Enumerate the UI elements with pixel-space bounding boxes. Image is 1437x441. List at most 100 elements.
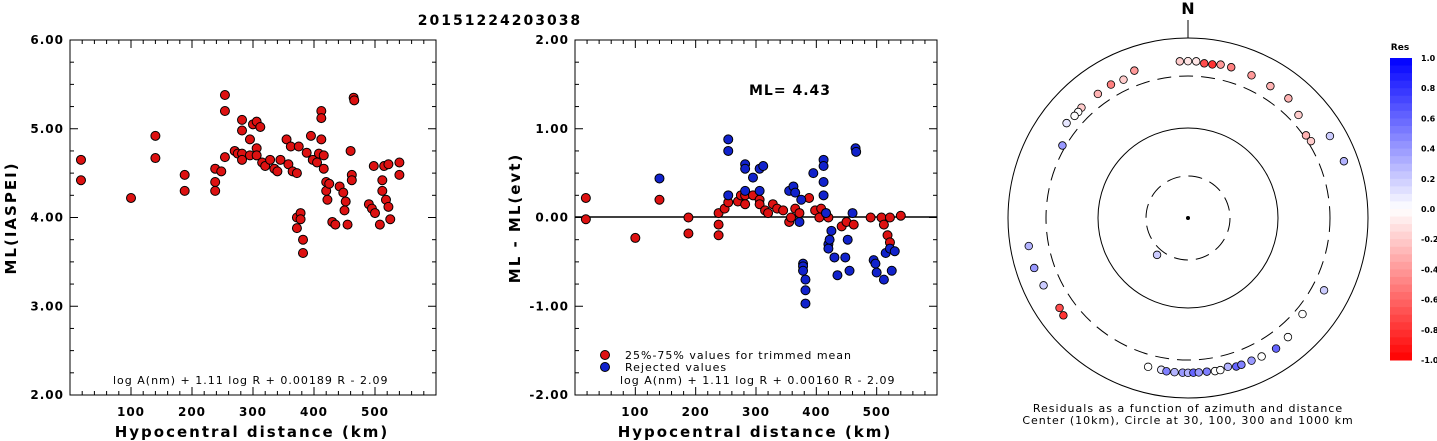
colorbar-tick-label: 0.0 (1421, 205, 1436, 214)
colorbar-tick-label: 0.6 (1421, 114, 1436, 123)
magnitude-point (237, 125, 248, 136)
colorbar-segment (1390, 344, 1412, 353)
residual-point-rejected (654, 173, 665, 184)
colorbar-segment (1390, 110, 1412, 119)
magnitude-point (75, 154, 86, 165)
panel2-ytick-label: -2.00 (529, 388, 569, 402)
colorbar-segment (1390, 133, 1412, 142)
magnitude-point (210, 185, 221, 196)
panel1: 2.00 3.00 4.00 5.00 6.00 100 200 300 400 500 ML(I… (2, 33, 437, 441)
colorbar-segment (1390, 269, 1412, 278)
residual-point-trimmed (865, 212, 876, 223)
magnitude-point (265, 154, 276, 165)
station-residual-point (1170, 368, 1179, 377)
magnitude-point (318, 163, 329, 174)
residual-point-rejected (840, 252, 851, 263)
magnitude-point (291, 223, 302, 234)
colorbar-tick-label: 0.4 (1421, 145, 1436, 154)
station-residual-point (1301, 131, 1311, 140)
station-residual-point (1266, 81, 1275, 91)
colorbar-segment (1390, 314, 1412, 323)
panel1-ylabel: ML(IASPEI) (2, 161, 20, 274)
residual-point-trimmed (794, 208, 805, 219)
magnitude-point (150, 153, 161, 164)
magnitude-point (339, 205, 350, 216)
colorbar-segment (1390, 193, 1412, 202)
panel2-xtick-label: 500 (863, 405, 891, 419)
residual-point-trimmed (848, 219, 859, 230)
residual-point-rejected (823, 243, 834, 254)
residual-point-trimmed (785, 212, 796, 223)
residual-point-rejected (820, 208, 831, 219)
colorbar-tick-label: 1.0 (1421, 54, 1436, 63)
panel1-ytick-label: 4.00 (30, 211, 64, 225)
residual-point-rejected (794, 216, 805, 227)
residual-point-rejected (723, 145, 734, 156)
station-residual-point (1202, 367, 1212, 376)
residual-point-trimmed (713, 230, 724, 241)
residual-point-rejected (889, 246, 900, 257)
station-residual-point (1298, 309, 1307, 319)
station-residual-point (1162, 367, 1171, 376)
ml-label: ML= 4.43 (749, 83, 831, 99)
magnitude-point (368, 161, 379, 172)
residual-point-rejected (740, 163, 751, 174)
magnitude-point (298, 234, 309, 245)
station-residual-point (1059, 311, 1068, 320)
colorbar-segment (1390, 322, 1412, 331)
residual-point-rejected (800, 298, 811, 309)
residual-point-rejected (870, 258, 881, 269)
station-residual-point (1294, 110, 1303, 120)
magnitude-point (345, 145, 356, 156)
magnitude-point (216, 166, 227, 177)
residual-point-rejected (824, 234, 835, 245)
residual-point-trimmed (878, 219, 889, 230)
caption-line2: Center (10km), Circle at 30, 100, 300 an… (1022, 414, 1353, 427)
panel2-xtick-label: 400 (802, 405, 830, 419)
residual-point-rejected (800, 274, 811, 285)
colorbar-segment (1390, 65, 1412, 74)
colorbar-segment (1390, 276, 1412, 285)
station-residual-point (1319, 286, 1329, 295)
magnitude-point (322, 194, 333, 205)
magnitude-point (291, 168, 302, 179)
magnitude-point (338, 187, 349, 198)
station-residual-point (1055, 303, 1064, 313)
colorbar-segment (1390, 231, 1412, 240)
residual-point-rejected (829, 252, 840, 263)
panel1-formula: log A(nm) + 1.11 log R + 0.00189 R - 2.0… (113, 374, 388, 387)
residual-point-trimmed (754, 199, 765, 210)
colorbar-segment (1390, 118, 1412, 127)
magnitude-point (295, 214, 306, 225)
station-residual-point (1106, 80, 1116, 89)
station-residual-point (1306, 136, 1316, 146)
panel2-ytick-label: 1.00 (535, 122, 569, 136)
colorbar-segment (1390, 284, 1412, 293)
station-residual-point (1130, 66, 1139, 75)
ring-30 (1145, 175, 1231, 261)
station-residual-point (1175, 57, 1184, 66)
residual-point-rejected (723, 134, 734, 145)
residual-point-rejected (878, 274, 889, 285)
magnitude-point (210, 177, 221, 187)
magnitude-point (316, 113, 327, 124)
colorbar-segment (1390, 148, 1412, 157)
residual-point-rejected (758, 161, 769, 172)
magnitude-point (340, 196, 351, 207)
residual-point-rejected (740, 185, 751, 196)
residual-point-rejected (818, 161, 829, 172)
magnitude-point (305, 130, 316, 141)
magnitude-point (301, 147, 312, 158)
station-residual-point (1247, 356, 1256, 365)
colorbar-segment (1390, 171, 1412, 180)
panel1-xtick-label: 400 (300, 405, 328, 419)
station-residual-point (1143, 362, 1153, 372)
panel1-ticks: 2.00 3.00 4.00 5.00 6.00 100 200 300 400 500 (30, 33, 437, 419)
caption-line1: Residuals as a function of azimuth and d… (1033, 402, 1343, 415)
station-residual-point (1039, 281, 1048, 290)
station-residual-point (1192, 57, 1201, 66)
panel2-ticks: -2.00 -1.00 0.00 1.00 2.00 100 200 300 400 500 (529, 33, 938, 419)
colorbar-tick-label: 0.2 (1421, 175, 1435, 184)
panel3: N Residuals as a function of azimuth and… (1007, 0, 1437, 427)
station-residual-point (1070, 111, 1079, 121)
